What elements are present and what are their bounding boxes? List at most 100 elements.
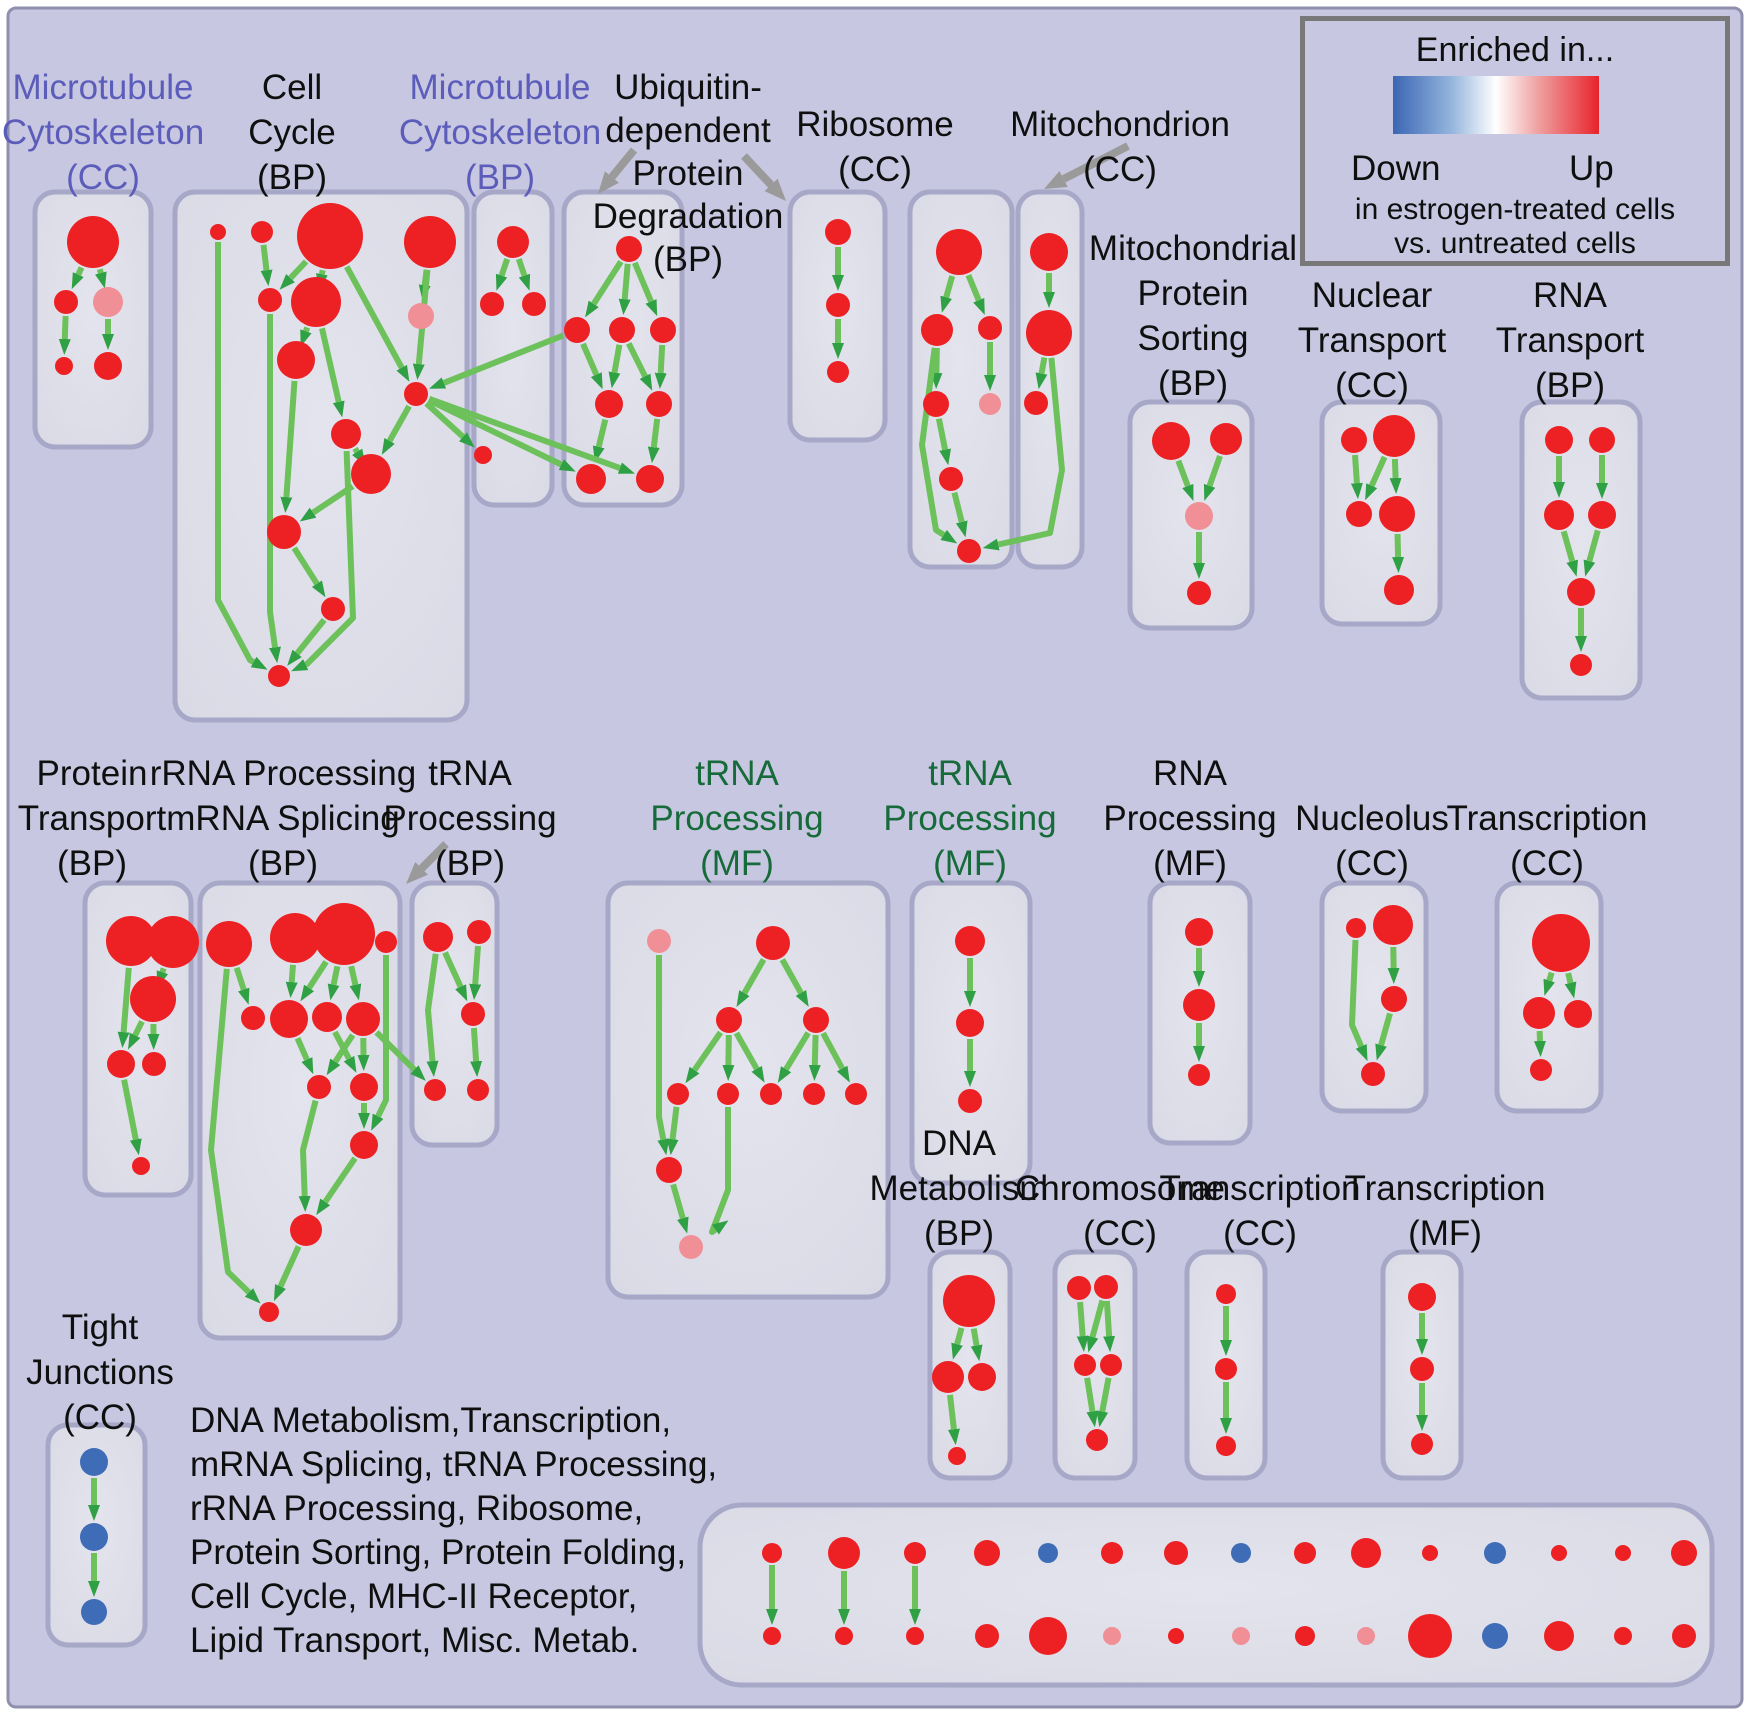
node-ribosome-cc-r3 (978, 316, 1002, 340)
node-trna-mf-large-g5 (679, 1235, 703, 1259)
cluster-label-rna-transport-bp-line-1: Transport (1496, 321, 1645, 360)
node-microtubule-bp-t1 (497, 226, 529, 258)
edge-protein-transport-bp-p1-p4 (117, 967, 132, 1049)
edge-trna-mf-large-gb1-g4 (666, 1106, 680, 1156)
edge-rna-transport-bp-rd-re (1583, 529, 1601, 577)
cluster-label-ubiquitin-a-line-3: Degradation (593, 197, 784, 236)
cross-edge-cell-cycle-bp-c9-to-ubiquitin-a-u7 (427, 397, 576, 472)
node-misc-box-b13 (1544, 1621, 1574, 1651)
node-transcription-mf-y3 (1411, 1433, 1433, 1455)
edge-rrna-mrna-bp-q3-q8 (348, 965, 362, 1001)
cluster-label-transcription-cc-line-1: (CC) (1510, 844, 1584, 883)
node-trna-mf-large-gb2 (717, 1083, 739, 1105)
node-chromosome-cc-e1 (1067, 1276, 1091, 1300)
cluster-label-chromosome-cc-line-1: (CC) (1083, 1214, 1157, 1253)
node-mitochondrion-cc-w3 (1024, 391, 1048, 415)
cluster-label-chromosome-cc-line-0: Chromosome (1015, 1169, 1225, 1208)
node-misc-box-t11 (1422, 1545, 1438, 1561)
edge-nuclear-transport-cc-nd-ne (1392, 533, 1405, 573)
cluster-label-trna-bp-line-0: tRNA (428, 754, 512, 793)
node-misc-box-b8 (1232, 1627, 1250, 1645)
node-nuclear-transport-cc-ne (1384, 575, 1414, 605)
node-microtubule-bp-t4 (474, 446, 492, 464)
node-microtubule-cc-d (55, 357, 73, 375)
node-trna-mf-large-g1 (756, 926, 790, 960)
cluster-label-trna-mf-small-line-0: tRNA (928, 754, 1012, 793)
node-misc-box-b5 (1029, 1617, 1067, 1655)
node-rrna-mrna-bp-q5 (241, 1006, 265, 1030)
node-trna-bp-z3 (461, 1002, 485, 1026)
edge-trna-mf-large-g0-g4 (656, 955, 670, 1156)
edge-microtubule-bp-t1-t2 (495, 258, 511, 291)
node-protein-transport-bp-p4 (107, 1050, 135, 1078)
note-line: Lipid Transport, Misc. Metab. (190, 1621, 640, 1660)
edge-dna-metabolism-bp-d1-d3 (970, 1328, 983, 1362)
node-trna-mf-large-gb1 (667, 1083, 689, 1105)
edge-dna-metabolism-bp-d1-d2 (951, 1327, 965, 1360)
cluster-label-mito-protein-sorting-bp-line-1: Protein (1138, 274, 1249, 313)
edge-trna-bp-z1-z4 (425, 953, 439, 1078)
node-tight-junctions-cc-tj3 (81, 1599, 107, 1625)
note-line: mRNA Splicing, tRNA Processing, (190, 1445, 718, 1484)
edge-mito-protein-sorting-bp-s1-sp (1175, 459, 1194, 501)
edge-chromosome-cc-e2-e3 (1086, 1299, 1106, 1353)
legend-caption-line1: in estrogen-treated cells (1354, 193, 1676, 226)
node-cell-cycle-bp-c5 (258, 288, 282, 312)
edge-trna-bp-z3-z5 (470, 1027, 483, 1078)
callout-arrow-2 (1044, 142, 1130, 190)
node-rrna-mrna-bp-q7 (312, 1002, 342, 1032)
node-transcription-cc-x4 (1530, 1059, 1552, 1081)
edge-trna-mf-large-g3-gb5 (820, 1031, 850, 1083)
edge-trna-mf-large-g4-g5 (670, 1183, 689, 1234)
edge-cell-cycle-bp-c3-c5 (279, 259, 309, 290)
cluster-label-microtubule-bp-line-1: Cytoskeleton (399, 113, 601, 152)
node-misc-box-t10 (1351, 1538, 1381, 1568)
cross-edge-rrna-mrna-bp-q8-to-trna-bp-z4 (374, 1030, 426, 1081)
node-rna-processing-mf-j3 (1188, 1064, 1210, 1086)
cluster-box-cell-cycle-bp (172, 189, 470, 723)
cluster-label-trna-bp-line-2: (BP) (435, 844, 505, 883)
node-misc-box-b12 (1482, 1623, 1508, 1649)
edge-ubiquitin-a-u3-u6 (626, 342, 653, 391)
legend-gradient-bar (1393, 76, 1599, 134)
edge-nuclear-transport-cc-na-nc (1350, 454, 1363, 500)
node-misc-box-t1 (762, 1543, 782, 1563)
node-ubiquitin-b-v3 (827, 361, 849, 383)
callout-arrow-0 (597, 147, 638, 195)
cluster-label-ubiquitin-a-line-0: Ubiquitin- (614, 68, 762, 107)
cluster-label-mitochondrion-cc-line-0: Mitochondrion (1010, 105, 1230, 144)
cluster-label-trna-mf-large-line-1: Processing (650, 799, 823, 838)
edge-rrna-mrna-bp-q3-q7 (327, 965, 341, 1001)
node-cell-cycle-bp-c3 (297, 203, 363, 269)
node-transcription-cc-2-f1 (1216, 1284, 1236, 1304)
node-chromosome-cc-e3 (1074, 1354, 1096, 1376)
node-chromosome-cc-e2 (1094, 1275, 1118, 1299)
cluster-label-ubiquitin-a-line-2: Protein (633, 154, 744, 193)
edge-cell-cycle-bp-c3-c6 (316, 269, 328, 290)
cluster-label-trna-bp-line-1: Processing (383, 799, 556, 838)
node-trna-mf-large-gb4 (803, 1083, 825, 1105)
edge-ribosome-cc-r1-r2 (940, 275, 956, 313)
edge-ubiquitin-a-u1-u4 (632, 261, 658, 317)
cluster-label-dna-metabolism-bp-line-2: (BP) (924, 1214, 994, 1253)
cluster-label-cell-cycle-bp-line-0: Cell (262, 68, 322, 107)
node-misc-box-b11 (1408, 1614, 1452, 1658)
cross-edge-ubiquitin-a-u2-to-cell-cycle-bp-c9 (429, 332, 565, 389)
callout-arrow-3 (406, 841, 449, 884)
cluster-label-microtubule-cc-line-0: Microtubule (13, 68, 194, 107)
cluster-label-mito-protein-sorting-bp-line-0: Mitochondrial (1089, 229, 1297, 268)
node-mito-protein-sorting-bp-s1 (1152, 422, 1190, 460)
node-ubiquitin-b-v2 (826, 293, 850, 317)
node-cell-cycle-bp-c9 (404, 382, 428, 406)
cluster-label-transcription-cc-2-line-0: Transcription (1160, 1169, 1361, 1208)
node-mitochondrion-cc-w1 (1030, 233, 1068, 271)
legend-box: Enriched in... Down Up in estrogen-treat… (1300, 16, 1730, 266)
edge-trna-mf-large-g2-gb1 (685, 1030, 723, 1084)
node-rrna-mrna-bp-q12 (290, 1214, 322, 1246)
node-nucleolus-cc-k4 (1361, 1062, 1385, 1086)
uncategorized-terms-note: DNA Metabolism,Transcription, mRNA Splic… (190, 1399, 717, 1663)
cluster-label-microtubule-cc-line-2: (CC) (66, 158, 140, 197)
node-nucleolus-cc-k3 (1381, 986, 1407, 1012)
node-nuclear-transport-cc-na (1341, 427, 1367, 453)
